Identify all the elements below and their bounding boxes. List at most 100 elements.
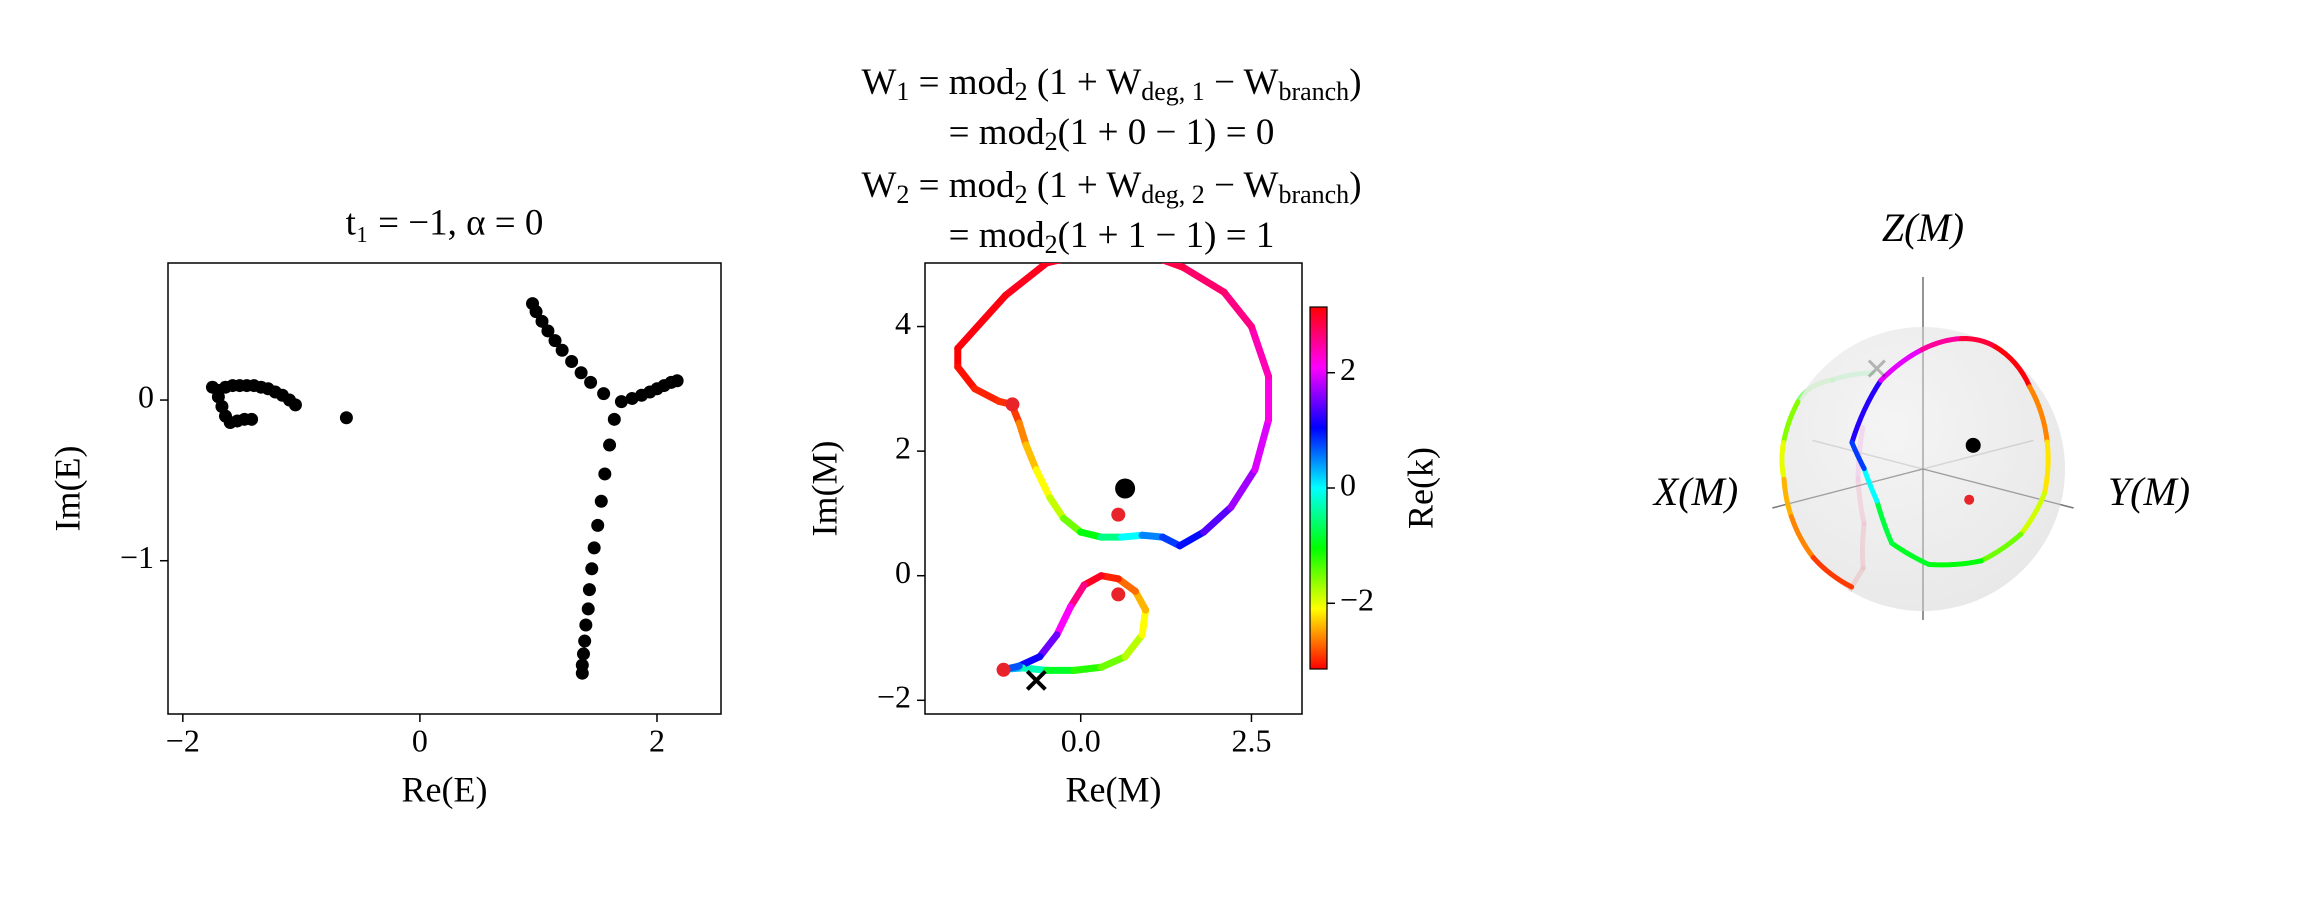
- point: [565, 354, 579, 368]
- curve-point: [1176, 542, 1184, 550]
- point: [529, 305, 543, 319]
- curve-point: [1032, 466, 1040, 474]
- y-tick-label: 0: [895, 554, 911, 590]
- y-axis-label: Im(M): [804, 441, 844, 537]
- curve-segment: [954, 363, 979, 393]
- curve-point: [995, 397, 1003, 405]
- cross-marker-3d: [1867, 359, 1886, 378]
- curve-point: [1036, 653, 1044, 661]
- y-tick-label: −1: [120, 539, 154, 575]
- sphere-curve-segment: [1978, 531, 2024, 564]
- curve-point: [971, 385, 979, 393]
- point: [607, 412, 621, 426]
- sphere-curve-segment: [1861, 466, 1880, 504]
- axis-line-3d-front: [1772, 468, 1924, 509]
- curve-point: [1015, 419, 1023, 427]
- formula-text: = mod: [909, 165, 1015, 206]
- y-axis-label: Im(E): [47, 446, 87, 532]
- point: [585, 562, 599, 576]
- formula-text: (1 + 0 − 1) = 0: [1058, 112, 1275, 153]
- axis-line-3d-front: [1922, 468, 2074, 509]
- sphere-curve-segment: [1958, 336, 1998, 350]
- colorbar-label: Re(k): [1400, 447, 1440, 529]
- sphere-curve-segment: [1992, 344, 2033, 390]
- curve-point: [1097, 533, 1105, 541]
- chart-title: t₁ = −1, α = 0: [346, 202, 544, 243]
- point: [245, 412, 259, 426]
- x-tick-label: 0.0: [1061, 722, 1101, 758]
- point: [582, 583, 596, 597]
- x-tick-label: 2: [649, 722, 665, 758]
- curve-segment: [954, 291, 1010, 352]
- sphere-curve-segment: [1849, 377, 1884, 446]
- curve-segment: [1046, 494, 1068, 522]
- formula-line: W1 = mod2 (1 + Wdeg, 1 − Wbranch): [861, 62, 1361, 105]
- curve-point: [1200, 528, 1208, 536]
- point: [597, 387, 611, 401]
- curve-point: [1131, 587, 1139, 595]
- x-tick-label: 2.5: [1231, 722, 1271, 758]
- formula-text: W: [861, 62, 896, 103]
- curve-segment: [1015, 419, 1030, 449]
- curve-segment: [1138, 606, 1150, 639]
- curve-segment: [1131, 587, 1150, 614]
- marker: [1111, 587, 1126, 602]
- point: [574, 366, 588, 380]
- x-tick-label: 0: [412, 722, 428, 758]
- x-tick-label: −2: [166, 722, 200, 758]
- point: [591, 518, 605, 532]
- axes-frame: [167, 262, 722, 715]
- marker: [1005, 397, 1020, 412]
- sphere-curve-segment: [1926, 558, 1984, 568]
- curve-segment: [1121, 631, 1146, 661]
- point: [587, 541, 601, 555]
- formula-line: = mod2(1 + 0 − 1) = 0: [949, 112, 1275, 155]
- curve-point: [1142, 606, 1150, 614]
- formula-text: (1 + W: [1028, 165, 1142, 206]
- colorbar-tick-label: 2: [1340, 351, 1356, 387]
- curve-point: [1015, 662, 1023, 670]
- sphere-curve-segment: [1889, 540, 1932, 567]
- curve-segment: [1066, 581, 1088, 611]
- curve-segment: [1114, 575, 1139, 595]
- curve-point: [1159, 533, 1167, 541]
- y-axis-label: Y(M): [2108, 469, 2190, 514]
- curve-point: [1066, 603, 1074, 611]
- sphere-curve-segment: [1781, 399, 1801, 446]
- formula-subscript: 2: [1045, 127, 1058, 156]
- formula-text: = mod: [909, 62, 1015, 103]
- colorbar-tick-label: 0: [1340, 466, 1356, 502]
- formula-subscript: 2: [1015, 77, 1028, 106]
- point: [339, 411, 353, 425]
- curve-point: [1097, 663, 1105, 671]
- colorbar-tick-label: −2: [1340, 582, 1374, 618]
- curve-segment: [1160, 263, 1187, 271]
- formula-subscript: branch: [1278, 77, 1349, 106]
- formula-subscript: deg, 1: [1141, 77, 1205, 106]
- marker-3d: [1965, 437, 1981, 453]
- formula-subscript: 2: [1045, 230, 1058, 259]
- curve-segment: [1070, 663, 1105, 674]
- point: [598, 467, 612, 481]
- curve-segment: [1077, 528, 1105, 541]
- curve-segment: [1251, 416, 1273, 474]
- formula-text: (1 + 1 − 1) = 1: [1058, 215, 1275, 256]
- curve-segment: [1019, 664, 1051, 674]
- curve-segment: [1060, 514, 1085, 536]
- sphere-curve-segment: [1874, 498, 1895, 546]
- formula-text: W: [861, 165, 896, 206]
- curve-segment: [1247, 323, 1273, 380]
- point: [614, 395, 628, 409]
- curve-point: [1022, 441, 1030, 449]
- point: [581, 602, 595, 616]
- marker-3d: [1964, 494, 1975, 505]
- curve-point: [1077, 528, 1085, 536]
- curve-segment: [1022, 441, 1040, 474]
- sphere-curve-segment: [2041, 439, 2051, 496]
- x-axis-label: X(M): [1652, 469, 1738, 514]
- curve-point: [1097, 572, 1105, 580]
- formula-subscript: 2: [896, 180, 909, 209]
- sphere-curve-segment: [1849, 440, 1867, 472]
- curve-point: [1265, 416, 1273, 424]
- formula-subscript: deg, 2: [1141, 180, 1205, 209]
